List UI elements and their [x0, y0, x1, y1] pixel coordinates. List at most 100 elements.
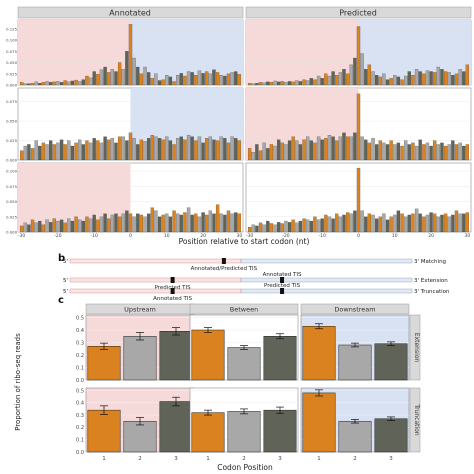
read-bar [429, 212, 433, 233]
strip-between [189, 303, 299, 315]
three-prime-label: 3' Matching [414, 259, 446, 265]
read-bar [38, 145, 42, 161]
read-bar [70, 220, 75, 233]
read-bar [258, 222, 263, 233]
read-bar [234, 212, 238, 233]
read-bar [400, 145, 404, 161]
read-bar [132, 216, 136, 233]
y-tick-label: 0.3 [76, 413, 84, 419]
read-bar [157, 80, 162, 86]
y-tick-label: 0.100 [6, 169, 17, 174]
read-bar [266, 81, 270, 86]
read-bar [451, 214, 455, 233]
read-bar [183, 139, 187, 161]
read-bar [327, 216, 332, 233]
five-prime-label: 5' [63, 289, 68, 295]
read-bar [136, 144, 140, 161]
metagene-panel-1-predicted [245, 19, 472, 86]
read-bar [367, 64, 372, 86]
read-bar [59, 82, 64, 86]
x-tick-label: 0 [357, 233, 360, 239]
read-bar [327, 135, 332, 161]
read-bar [45, 144, 49, 161]
read-bar [302, 79, 306, 86]
read-bar [364, 69, 368, 86]
read-bar [414, 208, 419, 233]
read-bar [454, 210, 459, 233]
read-bar [247, 227, 252, 233]
read-bar [168, 140, 173, 161]
read-bar [324, 138, 328, 161]
read-bar [205, 214, 209, 233]
read-bar [447, 72, 451, 86]
panel-a-plots: 0.000 0.025 0.050 0.075 0.100 0.125 0.000 0.025… [6, 19, 472, 239]
read-bar [237, 140, 242, 161]
x-tick-label: 3 [174, 456, 178, 462]
read-bar [88, 218, 93, 233]
five-prime-label: 5' [63, 278, 68, 284]
codon-bar [159, 331, 193, 381]
read-bar [306, 80, 310, 86]
x-tick-label: 2 [242, 456, 246, 462]
panel-c-xlabel: Codon Position [217, 463, 273, 472]
read-bar [396, 210, 401, 233]
read-bar [367, 213, 372, 233]
read-bar [342, 132, 346, 161]
read-bar [324, 214, 328, 233]
read-bar [30, 148, 35, 161]
read-bar [208, 210, 212, 233]
read-bar [125, 210, 129, 233]
read-bar [201, 212, 205, 233]
read-bar [45, 81, 49, 86]
codon-bar [191, 412, 225, 453]
read-bar [371, 138, 375, 161]
read-bar [273, 145, 277, 161]
read-bar [393, 214, 397, 233]
y-tick-label: 0.1 [76, 365, 84, 371]
read-bar [451, 74, 455, 86]
read-bar [121, 213, 125, 233]
read-bar [56, 81, 60, 86]
read-bar [136, 213, 140, 233]
read-bar [320, 139, 324, 161]
x-tick-label: 0 [129, 233, 132, 239]
metagene-panel-2-annotated: 0.000 0.025 0.050 0.075 [6, 87, 244, 163]
read-bar [331, 136, 335, 161]
y-tick-label: 0.025 [6, 138, 17, 143]
read-bar [168, 76, 173, 86]
read-bar [38, 83, 42, 86]
codon-bar [338, 420, 372, 453]
read-bar [295, 222, 299, 233]
read-bar [393, 144, 397, 161]
strip-annotated [17, 6, 244, 19]
read-bar [454, 144, 459, 161]
read-bar [436, 216, 440, 233]
read-bar [407, 71, 411, 86]
read-bar [349, 213, 353, 233]
read-bar [34, 222, 38, 233]
read-bar [237, 74, 242, 86]
read-bar [74, 79, 78, 86]
read-bar [411, 74, 415, 86]
strip-downstream [300, 303, 410, 315]
read-bar [194, 140, 198, 161]
y-tick-label: 0.000 [6, 158, 17, 163]
codon-bar [191, 329, 225, 381]
metagene-panel-3-annotated: 0.000 0.025 0.050 0.075 0.100 [6, 162, 244, 235]
read-bar [92, 214, 96, 233]
read-bar [411, 142, 415, 161]
read-bar [443, 213, 448, 233]
read-bar [74, 216, 78, 233]
read-bar [375, 144, 379, 161]
read-bar [360, 53, 364, 86]
x-tick-label: 2 [138, 456, 142, 462]
x-tick-label: 1 [317, 456, 321, 462]
panel-a: Annotated Predicted 0.000 0.025 0.050 0.075… [6, 6, 472, 246]
read-bar [63, 222, 67, 233]
read-bar [165, 213, 169, 233]
read-bar [407, 214, 411, 233]
read-bar [110, 214, 114, 233]
codon-bar [87, 346, 121, 381]
transcript-upstream [69, 277, 242, 283]
